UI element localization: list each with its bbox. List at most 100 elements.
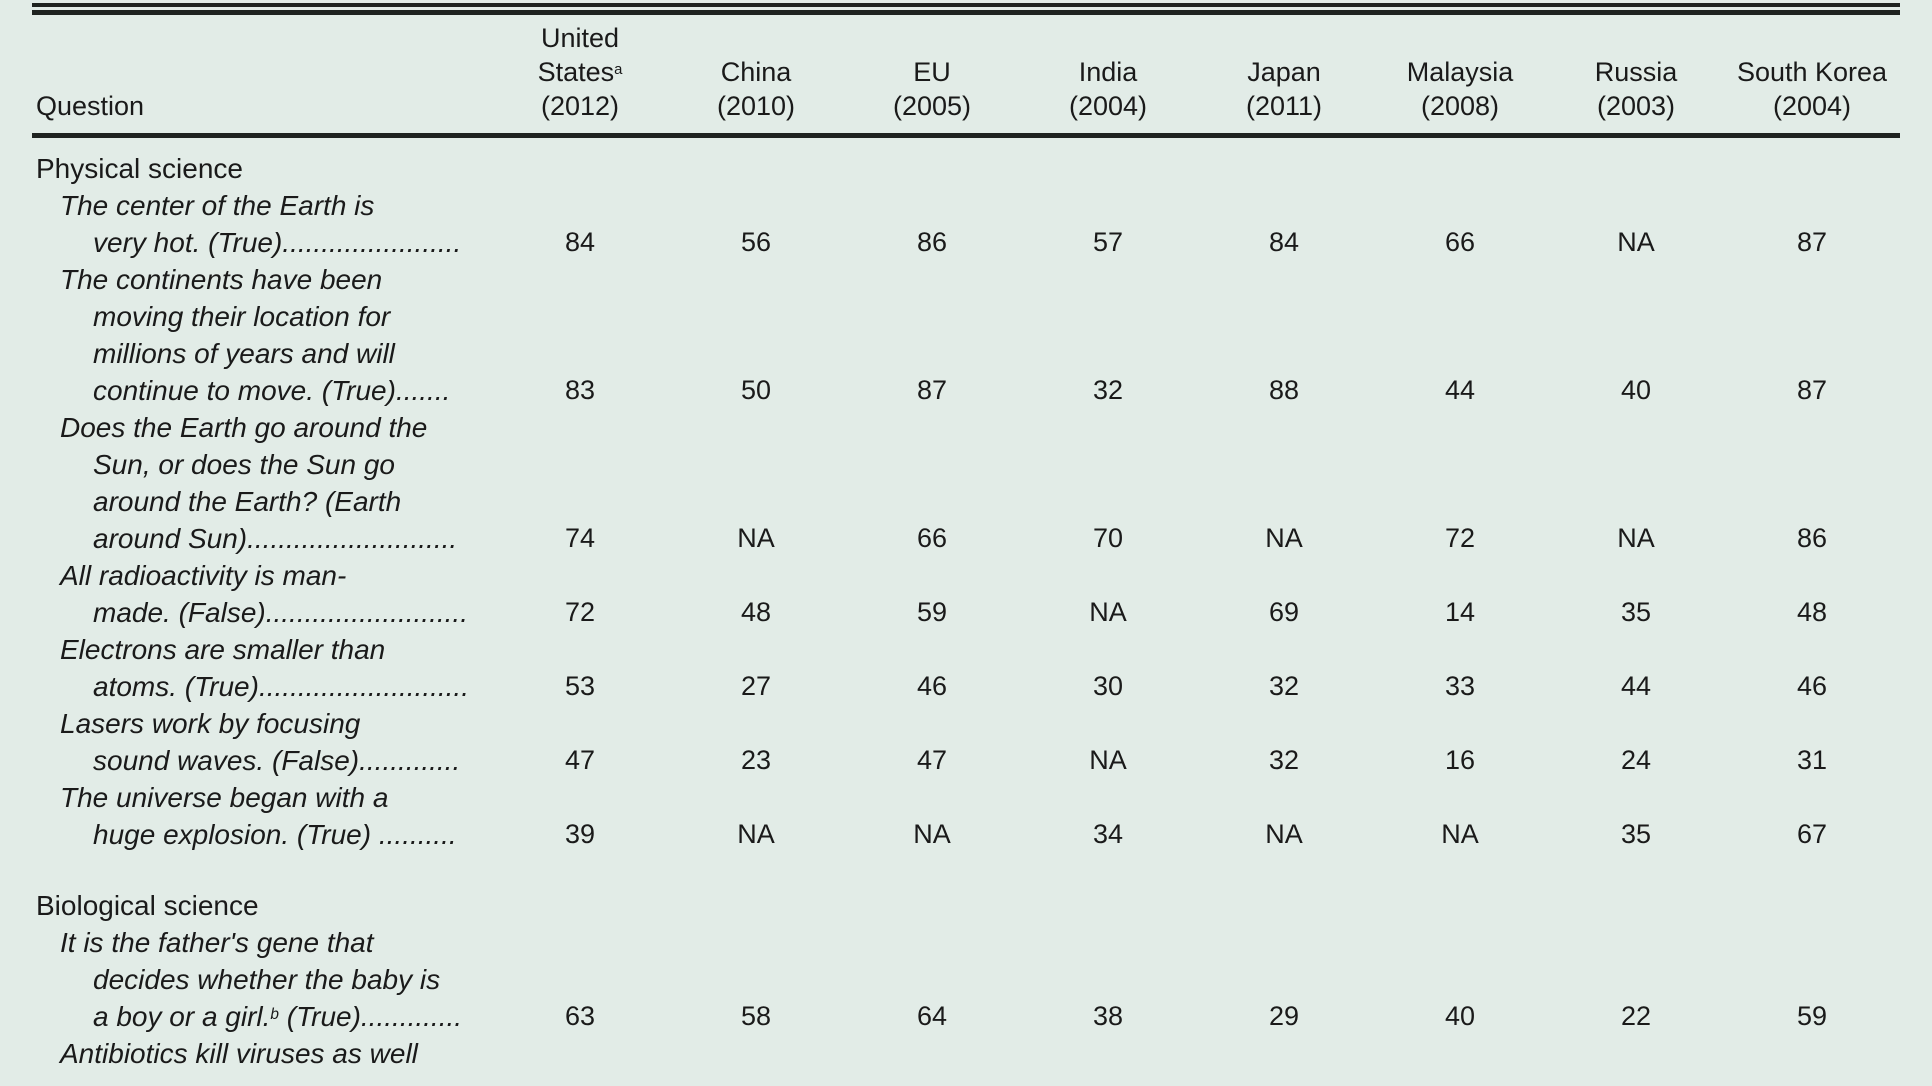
value-cell: 39 [564, 819, 596, 849]
value-cell: 88 [1268, 375, 1300, 405]
column-header-year: (2011) [1245, 91, 1323, 121]
question-row: Electrons are smaller than atoms. (True).… [32, 631, 1900, 705]
question-cell: Electrons are smaller than atoms. (True).… [32, 631, 492, 705]
value-cell: 29 [1268, 1001, 1300, 1031]
column-header-year: (2003) [1596, 91, 1676, 121]
question-line: decides whether the baby is [93, 964, 441, 995]
value-cell: NA [1617, 523, 1655, 553]
value-cell: 32 [1268, 745, 1300, 775]
table-top-rule [32, 3, 1900, 15]
value-cell: 63 [564, 1001, 596, 1031]
value-cell: 74 [564, 523, 596, 553]
question-cell: All radioactivity is man-made. (False)..… [32, 557, 492, 631]
value-cell: 87 [916, 375, 948, 405]
value-cell: 46 [1796, 671, 1828, 701]
value-cell: NA [1089, 745, 1127, 775]
survey-table: Question United Statesa (2012) China (2010) EU… [32, 15, 1900, 1072]
value-cell: 72 [564, 597, 596, 627]
value-cell: 22 [1620, 1001, 1652, 1031]
column-header: Malaysia (2008) [1372, 15, 1548, 138]
value-cell: 16 [1444, 745, 1476, 775]
value-cell: NA [1441, 819, 1479, 849]
column-header: Russia (2003) [1548, 15, 1724, 138]
question-line: The universe began with a [60, 782, 389, 813]
question-cell: The center of the Earth is very hot. (Tru… [32, 187, 492, 261]
value-cell [1196, 1035, 1372, 1072]
question-line: moving their location for [93, 301, 391, 332]
value-cell: 35 [1620, 597, 1652, 627]
question-line: sound waves. (False)............. [93, 745, 461, 776]
value-cell: 56 [740, 227, 772, 257]
question-line: made. (False).......................... [93, 597, 468, 628]
column-header-name: India [1078, 57, 1138, 87]
value-cell: 86 [916, 227, 948, 257]
section-title: Biological science [36, 890, 259, 921]
question-cell: The continents have been moving their loc… [32, 261, 492, 409]
column-header: South Korea (2004) [1724, 15, 1900, 138]
value-cell: 48 [1796, 597, 1828, 627]
value-cell: 14 [1444, 597, 1476, 627]
value-cell: 33 [1444, 671, 1476, 701]
question-line: Sun, or does the Sun go [93, 449, 395, 480]
column-header: United Statesa (2012) [492, 15, 668, 138]
value-cell: 84 [1268, 227, 1300, 257]
value-cell [668, 1035, 844, 1072]
question-row: Does the Earth go around the Sun, or does… [32, 409, 1900, 557]
column-header-name: Russia [1594, 57, 1678, 87]
value-cell: 86 [1796, 523, 1828, 553]
value-cell: NA [913, 819, 951, 849]
column-header-name: Japan [1247, 57, 1321, 87]
superscript-note-marker: a [614, 62, 623, 79]
value-cell: 87 [1796, 375, 1828, 405]
table-body: Physical science The center of the Earth … [32, 136, 1900, 1073]
value-cell: 32 [1092, 375, 1124, 405]
value-cell: NA [737, 819, 775, 849]
value-cell: 87 [1796, 227, 1828, 257]
column-header: Japan (2011) [1196, 15, 1372, 138]
column-header-name: China [720, 57, 792, 87]
value-cell: 30 [1092, 671, 1124, 701]
value-cell: 59 [1796, 1001, 1828, 1031]
value-cell: NA [1617, 227, 1655, 257]
value-cell: 67 [1796, 819, 1828, 849]
section-row: Physical science [32, 136, 1900, 188]
value-cell: 44 [1620, 671, 1652, 701]
value-cell: 84 [564, 227, 596, 257]
value-cell [1724, 1035, 1900, 1072]
question-row: Lasers work by focusing sound waves. (Fal… [32, 705, 1900, 779]
value-cell: 59 [916, 597, 948, 627]
value-cell [844, 1035, 1020, 1072]
question-row: It is the father's gene that decides whet… [32, 924, 1900, 1035]
question-line: a boy or a girl.b (True)............. [93, 1001, 463, 1032]
question-line: The center of the Earth is [60, 190, 375, 221]
section-row: Biological science [32, 853, 1900, 924]
value-cell: 58 [740, 1001, 772, 1031]
column-header-year: (2004) [1772, 91, 1852, 121]
value-cell: 27 [740, 671, 772, 701]
column-header-year: (2004) [1068, 91, 1148, 121]
value-cell: 70 [1092, 523, 1124, 553]
value-cell: 23 [740, 745, 772, 775]
value-cell: 24 [1620, 745, 1652, 775]
value-cell: 66 [1444, 227, 1476, 257]
top-rule-upper-bar [32, 3, 1900, 7]
value-cell: 47 [564, 745, 596, 775]
value-cell [1372, 1035, 1548, 1072]
question-line: around Sun)........................... [93, 523, 458, 554]
value-cell [492, 1035, 668, 1072]
column-header-name: United [540, 23, 620, 53]
column-header-name: EU [913, 57, 951, 87]
value-cell: 72 [1444, 523, 1476, 553]
value-cell: NA [1089, 597, 1127, 627]
value-cell: 35 [1620, 819, 1652, 849]
value-cell: 66 [916, 523, 948, 553]
value-cell: 34 [1092, 819, 1124, 849]
value-cell: 53 [564, 671, 596, 701]
value-cell: 69 [1268, 597, 1300, 627]
value-cell: 32 [1268, 671, 1300, 701]
value-cell: 83 [564, 375, 596, 405]
question-cell: Does the Earth go around the Sun, or does… [32, 409, 492, 557]
header-row: Question United Statesa (2012) China (2010) EU… [32, 15, 1900, 138]
value-cell: 44 [1444, 375, 1476, 405]
value-cell: NA [1265, 523, 1303, 553]
